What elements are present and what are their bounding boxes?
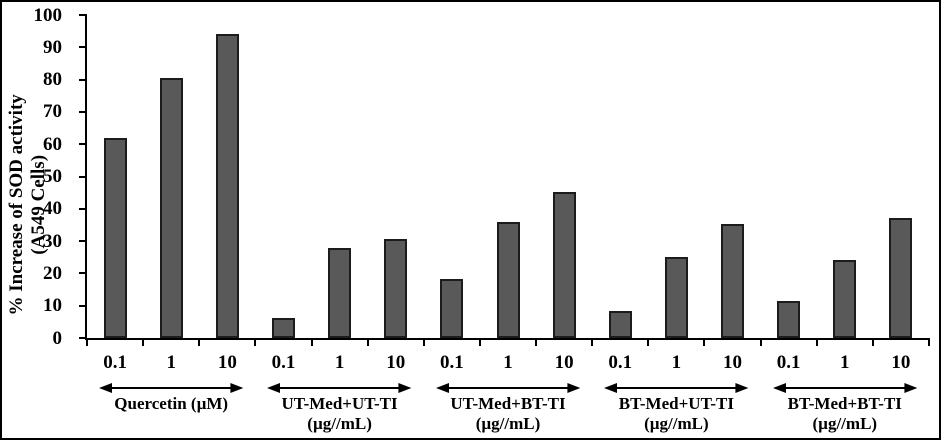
x-tick — [535, 338, 538, 346]
y-tick — [79, 143, 85, 146]
bar — [103, 137, 127, 338]
y-tick-label: 70 — [43, 101, 62, 123]
group-range-arrow — [772, 383, 917, 393]
bar — [159, 77, 183, 338]
y-tick-label: 0 — [52, 327, 63, 349]
bar — [496, 221, 520, 338]
y-tick — [79, 240, 85, 243]
y-tick — [79, 110, 85, 113]
group-range-arrow — [604, 383, 749, 393]
x-tick-label: 0.1 — [103, 352, 127, 373]
x-tick-label: 0.1 — [776, 352, 801, 373]
x-tick-label: 0.1 — [608, 352, 633, 373]
x-tick — [647, 338, 650, 346]
x-tick-label: 1 — [334, 352, 345, 373]
x-tick-label: 10 — [554, 352, 574, 373]
y-tick-label: 30 — [43, 230, 62, 252]
y-axis-line — [85, 14, 87, 340]
x-tick-label: 0.1 — [439, 352, 464, 373]
y-tick-label: 80 — [43, 69, 62, 91]
y-tick-label: 40 — [43, 198, 62, 220]
bar — [777, 300, 801, 338]
x-tick — [703, 338, 706, 346]
group-range-arrow — [435, 383, 581, 393]
group-label-line2: (µg//mL) — [307, 414, 372, 433]
y-tick — [79, 175, 85, 178]
x-tick — [928, 338, 930, 346]
y-tick — [79, 272, 85, 275]
group-label-line2: (µg//mL) — [812, 414, 878, 433]
group-label-line1: BT-Med+BT-TI — [787, 394, 902, 413]
group-label-line2: (µg//mL) — [475, 414, 541, 433]
x-tick — [815, 338, 818, 346]
bar — [440, 278, 464, 338]
y-tick — [79, 46, 85, 49]
y-tick — [79, 78, 85, 81]
y-tick-label: 90 — [43, 36, 62, 58]
x-tick — [478, 338, 481, 346]
group-range-arrow — [267, 383, 412, 393]
bar — [608, 310, 632, 338]
x-tick-label: 1 — [503, 352, 513, 373]
x-tick-label: 10 — [891, 352, 911, 373]
y-tick-label: 50 — [43, 166, 62, 187]
y-tick — [79, 14, 85, 16]
x-tick — [86, 338, 88, 346]
group-range-arrow — [99, 383, 244, 393]
x-tick-label: 1 — [671, 352, 682, 373]
y-tick-label: 60 — [43, 133, 62, 155]
group-label-line1: UT-Med+UT-TI — [281, 394, 398, 413]
y-tick-label: 100 — [33, 4, 63, 26]
x-tick-label: 0.1 — [271, 352, 296, 373]
group-label-line2: (µg//mL) — [644, 414, 709, 433]
bar — [384, 238, 408, 338]
bar — [721, 223, 745, 338]
y-tick — [79, 337, 85, 339]
y-tick-label: 20 — [43, 262, 62, 284]
bar — [833, 259, 857, 338]
x-tick — [759, 338, 762, 346]
x-tick-label: 10 — [723, 352, 743, 373]
x-tick — [422, 338, 425, 346]
bar — [664, 257, 688, 338]
x-tick — [310, 338, 313, 346]
group-label-line1: BT-Med+UT-TI — [618, 394, 734, 413]
x-tick — [198, 338, 201, 346]
x-axis-line — [85, 338, 929, 340]
x-tick-label: 10 — [217, 352, 237, 373]
x-tick — [871, 338, 874, 346]
bar — [889, 218, 913, 338]
x-tick-label: 1 — [840, 352, 850, 373]
x-tick — [591, 338, 594, 346]
bar — [271, 317, 295, 338]
bar — [215, 34, 239, 338]
x-tick-label: 1 — [166, 352, 176, 373]
x-tick — [254, 338, 257, 346]
x-tick — [366, 338, 369, 346]
group-label-line1: UT-Med+BT-TI — [450, 394, 566, 413]
group-label-line1: Quercetin (µM) — [114, 394, 229, 413]
x-tick — [142, 338, 145, 346]
x-tick-label: 10 — [386, 352, 406, 373]
y-tick — [79, 304, 85, 307]
bar — [328, 247, 352, 338]
bar — [552, 191, 576, 338]
y-tick-label: 10 — [43, 295, 62, 317]
y-tick — [79, 207, 85, 210]
